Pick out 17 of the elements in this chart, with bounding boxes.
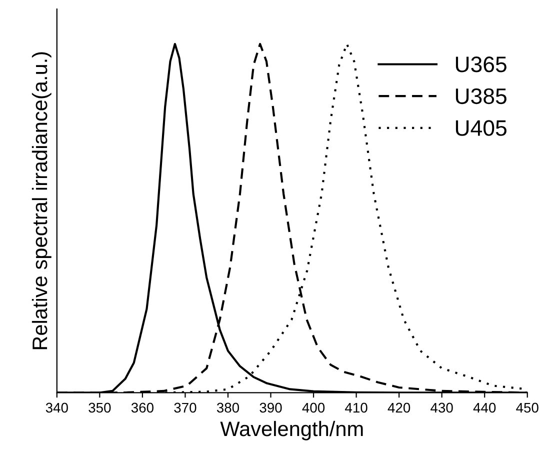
x-tick-label: 380 <box>216 402 240 413</box>
x-tick-label: 370 <box>174 402 196 413</box>
x-tick-label: 450 <box>516 402 538 413</box>
x-tick-label: 350 <box>88 402 111 413</box>
x-tick-label: 360 <box>131 402 154 413</box>
legend-label: U405 <box>456 120 506 136</box>
legend-label: U365 <box>456 56 506 72</box>
x-tick-label: 420 <box>388 402 410 413</box>
x-tick-label: 390 <box>260 402 282 413</box>
x-tick-label: 440 <box>473 402 496 413</box>
x-tick-label: 430 <box>430 402 453 413</box>
x-tick-label: 340 <box>46 402 68 413</box>
x-tick-label: 400 <box>302 402 325 413</box>
y-axis-title: Relative spectral irradiance(a.u.) <box>32 52 52 350</box>
x-tick-label: 410 <box>345 402 368 413</box>
legend-label: U385 <box>456 88 506 104</box>
x-axis-title: Wavelength/nm <box>220 420 363 440</box>
